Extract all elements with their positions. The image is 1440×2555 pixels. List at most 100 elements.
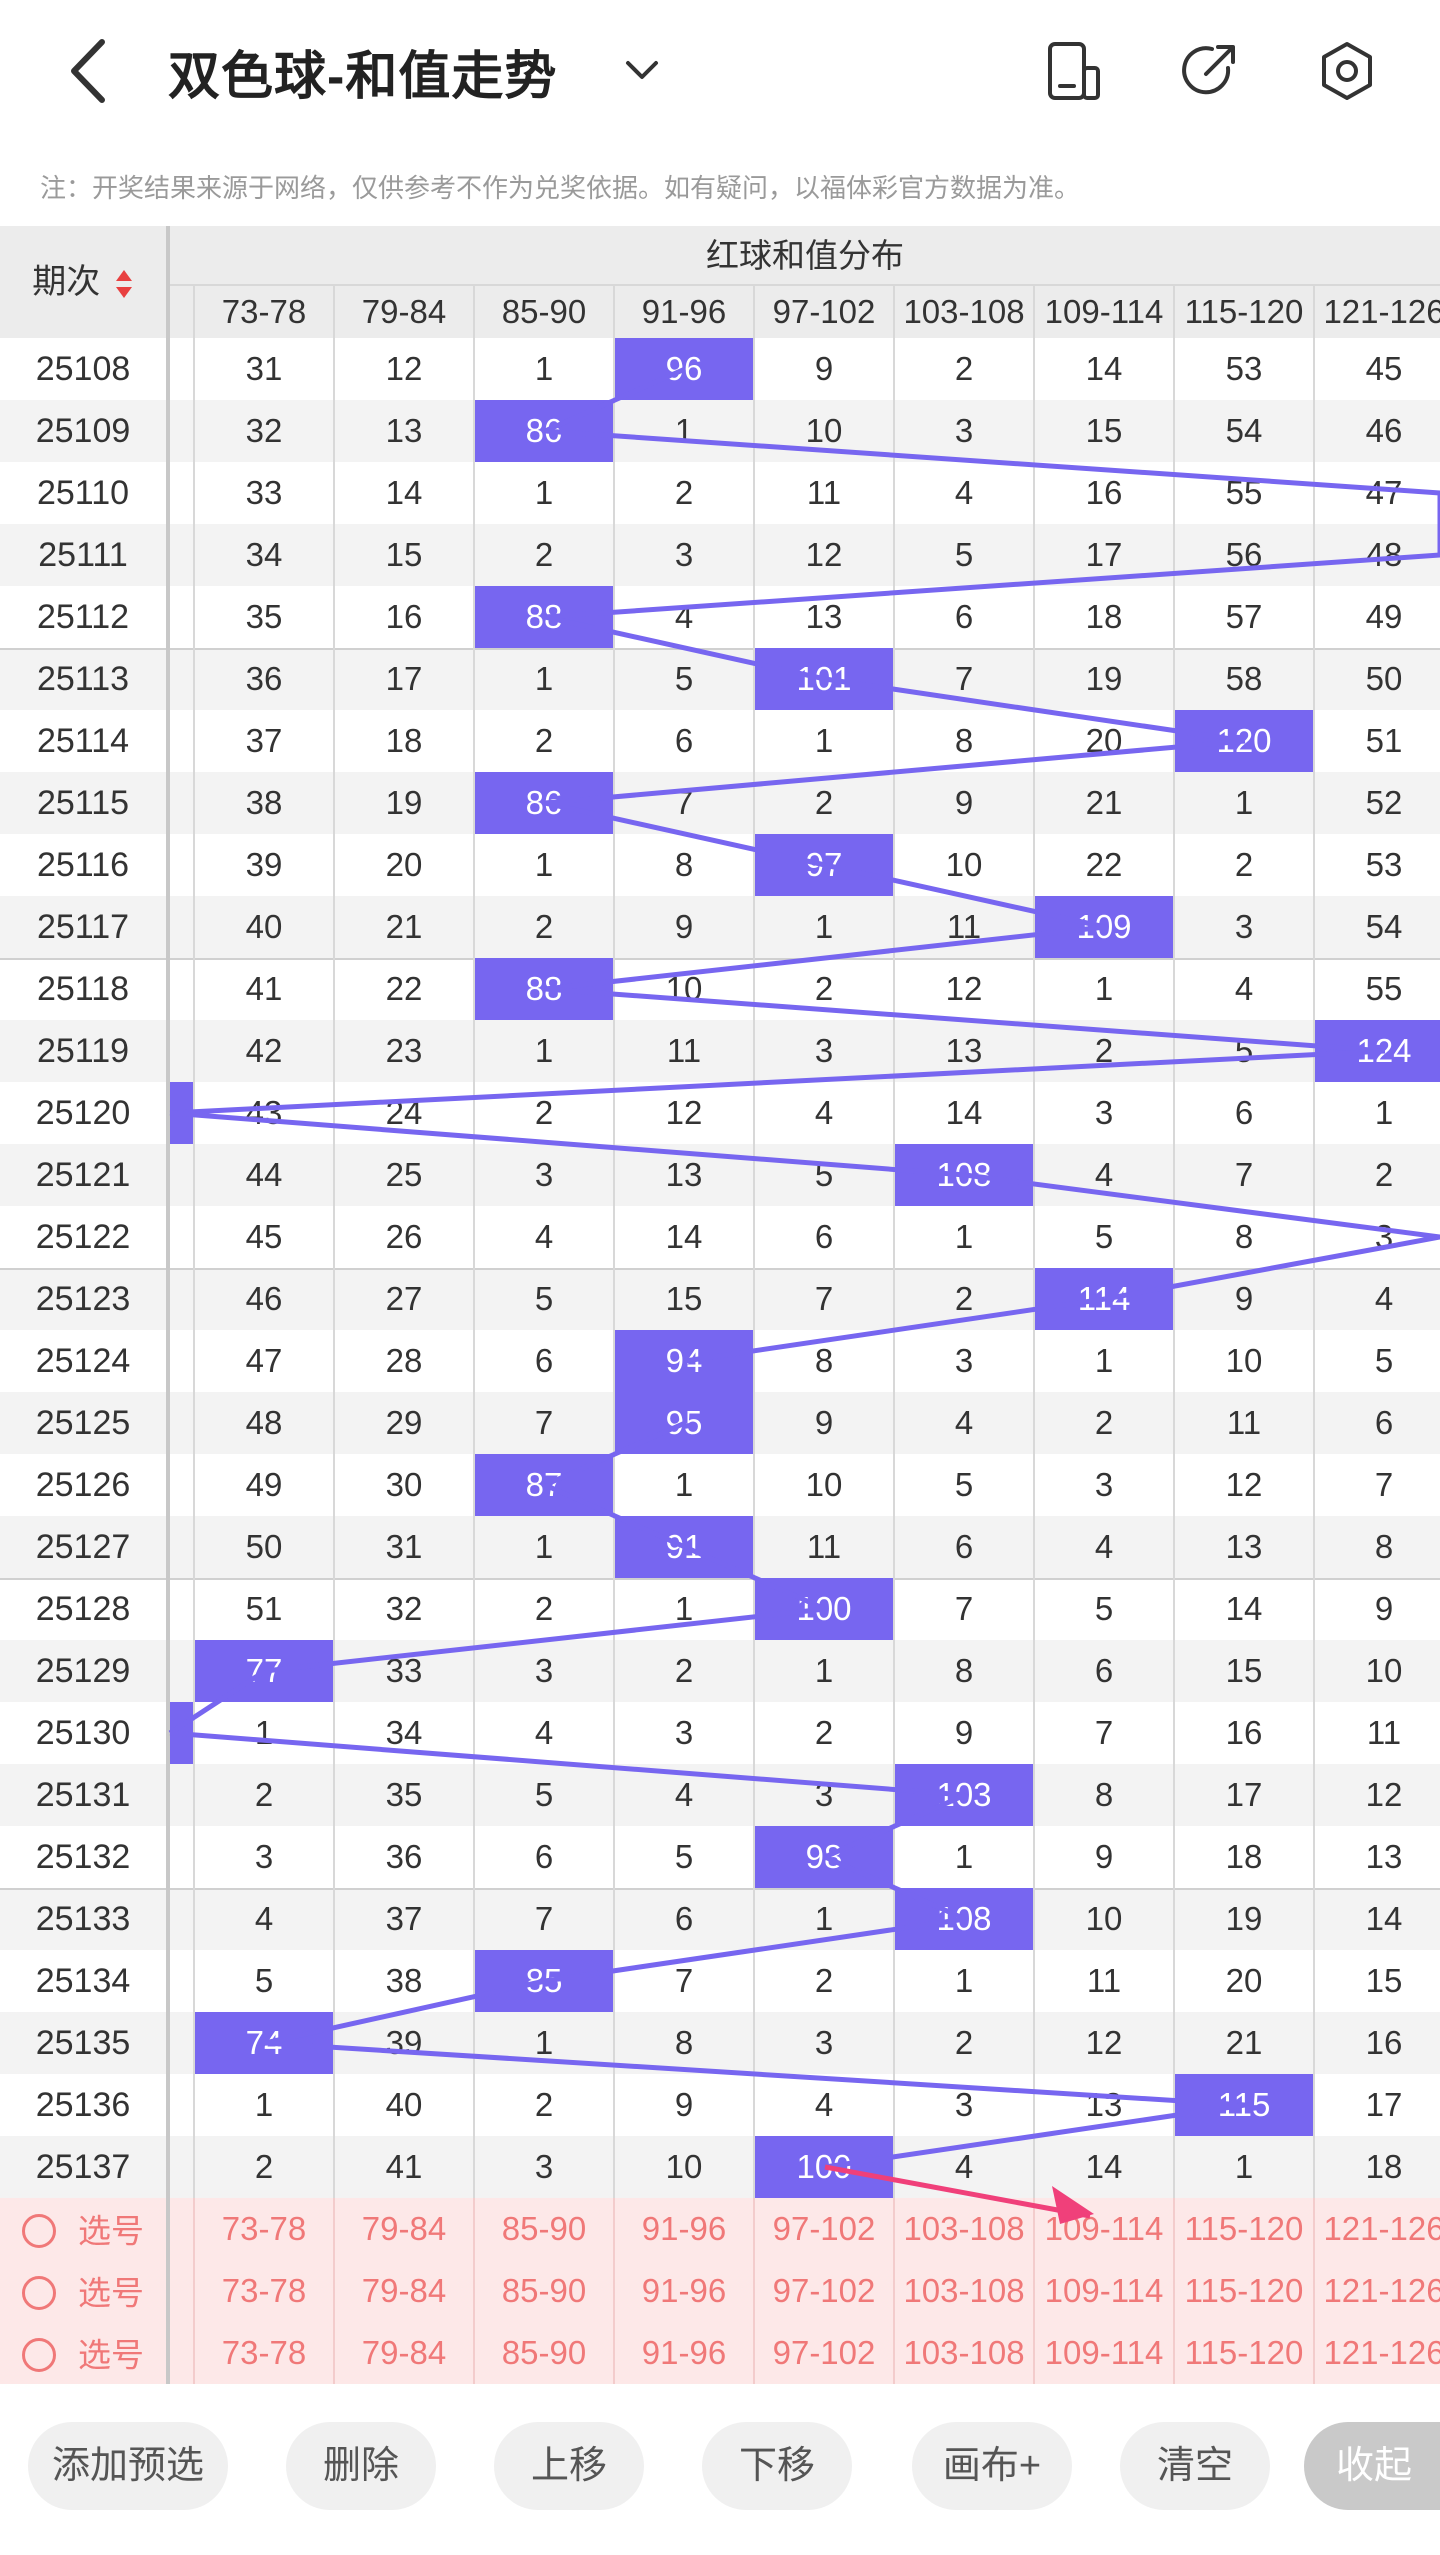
omission-cell[interactable]: 1 [475, 338, 615, 400]
omission-cell[interactable]: 3 [895, 1330, 1035, 1392]
omission-cell[interactable]: 12 [1035, 2012, 1175, 2074]
omission-cell[interactable]: 5 [755, 1144, 895, 1206]
omission-cell[interactable]: 4 [895, 462, 1035, 524]
hit-cell[interactable]: 86 [475, 772, 615, 834]
select-range-cell[interactable]: 85-90 [475, 2260, 615, 2322]
omission-cell[interactable]: 17 [1175, 1764, 1315, 1826]
chevron-down-icon[interactable] [620, 48, 664, 92]
hit-cell[interactable]: 88 [475, 586, 615, 648]
omission-cell[interactable]: 11 [1315, 1702, 1440, 1764]
omission-cell[interactable]: 8 [895, 1640, 1035, 1702]
omission-cell[interactable]: 51 [1315, 710, 1440, 772]
omission-cell[interactable]: 13 [1175, 1516, 1315, 1578]
omission-cell[interactable]: 1 [475, 834, 615, 896]
omission-cell[interactable]: 4 [895, 1392, 1035, 1454]
omission-cell[interactable]: 6 [475, 1330, 615, 1392]
omission-cell[interactable]: 28 [335, 1330, 475, 1392]
omission-cell[interactable]: 3 [615, 1702, 755, 1764]
select-range-cell[interactable]: 91-96 [615, 2322, 755, 2384]
omission-cell[interactable]: 1 [1035, 958, 1175, 1020]
select-range-cell[interactable]: 115-120 [1175, 2198, 1315, 2260]
omission-cell[interactable]: 2 [195, 2136, 335, 2198]
hit-cell[interactable]: 108 [895, 1144, 1035, 1206]
omission-cell[interactable]: 3 [615, 524, 755, 586]
omission-cell[interactable]: 10 [1175, 1330, 1315, 1392]
hit-cell[interactable]: 101 [755, 648, 895, 710]
omission-cell[interactable]: 5 [895, 1454, 1035, 1516]
omission-cell[interactable]: 4 [1035, 1144, 1175, 1206]
omission-cell[interactable]: 3 [475, 1144, 615, 1206]
omission-cell[interactable]: 4 [1175, 958, 1315, 1020]
hit-cell[interactable]: 86 [475, 400, 615, 462]
hit-cell[interactable]: 98 [755, 1826, 895, 1888]
omission-cell[interactable]: 5 [1035, 1206, 1175, 1268]
select-range-cell[interactable]: 121-126 [1315, 2198, 1440, 2260]
omission-cell[interactable]: 1 [755, 1888, 895, 1950]
column-header[interactable]: 97-102 [755, 286, 895, 338]
action-button[interactable]: 收起 [1304, 2422, 1440, 2510]
column-header[interactable]: 73-78 [195, 286, 335, 338]
omission-cell[interactable]: 12 [1175, 1454, 1315, 1516]
column-header[interactable]: 115-120 [1175, 286, 1315, 338]
column-header[interactable]: 121-126 [1315, 286, 1440, 338]
omission-cell[interactable]: 7 [895, 648, 1035, 710]
omission-cell[interactable]: 1 [755, 896, 895, 958]
omission-cell[interactable]: 12 [755, 524, 895, 586]
omission-cell[interactable]: 54 [1175, 400, 1315, 462]
omission-cell[interactable]: 1 [475, 462, 615, 524]
omission-cell[interactable]: 14 [615, 1206, 755, 1268]
select-range-cell[interactable]: 121-126 [1315, 2260, 1440, 2322]
select-range-cell[interactable]: 91-96 [615, 2260, 755, 2322]
column-header[interactable]: 91-96 [615, 286, 755, 338]
select-range-cell[interactable]: 85-90 [475, 2198, 615, 2260]
hit-cell[interactable]: 109 [1035, 896, 1175, 958]
omission-cell[interactable]: 7 [755, 1268, 895, 1330]
omission-cell[interactable]: 2 [755, 1702, 895, 1764]
select-range-cell[interactable]: 115-120 [1175, 2260, 1315, 2322]
omission-cell[interactable]: 44 [195, 1144, 335, 1206]
omission-cell[interactable]: 23 [335, 1020, 475, 1082]
hit-cell[interactable]: 114 [1035, 1268, 1175, 1330]
omission-cell[interactable]: 50 [1315, 648, 1440, 710]
omission-cell[interactable]: 17 [1035, 524, 1175, 586]
omission-cell[interactable]: 9 [1315, 1578, 1440, 1640]
omission-cell[interactable]: 17 [335, 648, 475, 710]
omission-cell[interactable]: 1 [195, 1702, 335, 1764]
omission-cell[interactable]: 6 [615, 710, 755, 772]
omission-cell[interactable]: 15 [335, 524, 475, 586]
omission-cell[interactable]: 9 [1035, 1826, 1175, 1888]
omission-cell[interactable]: 7 [1175, 1144, 1315, 1206]
select-range-cell[interactable]: 103-108 [895, 2198, 1035, 2260]
omission-cell[interactable]: 3 [755, 1020, 895, 1082]
omission-cell[interactable]: 2 [1035, 1020, 1175, 1082]
select-range-cell[interactable]: 73-78 [195, 2322, 335, 2384]
omission-cell[interactable]: 2 [475, 896, 615, 958]
omission-cell[interactable]: 3 [755, 2012, 895, 2074]
omission-cell[interactable]: 1 [475, 2012, 615, 2074]
action-button[interactable]: 清空 [1120, 2422, 1270, 2510]
hit-cell[interactable]: 103 [895, 1764, 1035, 1826]
omission-cell[interactable]: 4 [475, 1206, 615, 1268]
omission-cell[interactable]: 15 [1315, 1950, 1440, 2012]
omission-cell[interactable]: 36 [195, 648, 335, 710]
select-range-cell[interactable]: 73-78 [195, 2260, 335, 2322]
omission-cell[interactable]: 3 [475, 2136, 615, 2198]
omission-cell[interactable]: 16 [1315, 2012, 1440, 2074]
omission-cell[interactable]: 31 [195, 338, 335, 400]
omission-cell[interactable]: 11 [1175, 1392, 1315, 1454]
omission-cell[interactable]: 41 [335, 2136, 475, 2198]
omission-cell[interactable]: 18 [1175, 1826, 1315, 1888]
omission-cell[interactable]: 1 [1035, 1330, 1175, 1392]
hit-cell[interactable]: 77 [195, 1640, 335, 1702]
omission-cell[interactable]: 13 [1035, 2074, 1175, 2136]
omission-cell[interactable]: 2 [895, 2012, 1035, 2074]
omission-cell[interactable]: 1 [195, 2074, 335, 2136]
hit-cell[interactable]: 95 [615, 1392, 755, 1454]
omission-cell[interactable]: 3 [1035, 1454, 1175, 1516]
omission-cell[interactable]: 45 [195, 1206, 335, 1268]
omission-cell[interactable]: 11 [755, 1516, 895, 1578]
omission-cell[interactable]: 3 [1315, 1206, 1440, 1268]
omission-cell[interactable]: 35 [335, 1764, 475, 1826]
hit-cell[interactable]: 85 [475, 1950, 615, 2012]
omission-cell[interactable]: 1 [615, 400, 755, 462]
